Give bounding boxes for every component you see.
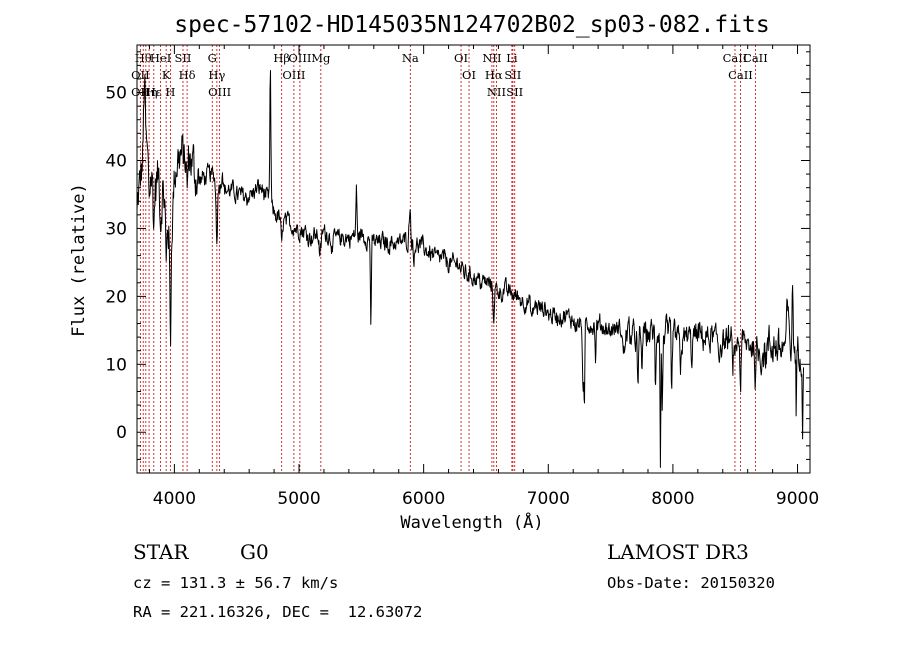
line-marker-label: CaII [728,68,753,82]
ra-dec-coordinates: RA = 221.16326, DEC = 12.63072 [133,603,423,621]
survey-name: LAMOST DR3 [607,540,749,564]
line-marker-label: OIII [208,85,231,99]
line-marker-label: SII [506,85,523,99]
line-marker-label: Hε [146,85,162,99]
redshift-cz: cz = 131.3 ± 56.7 km/s [133,574,339,592]
line-marker-label: K [162,68,171,82]
y-tick-label: 40 [105,151,127,171]
line-marker-label: Hδ [179,68,196,82]
x-axis-label: Wavelength (Å) [400,511,543,533]
object-subclass: G0 [240,540,269,564]
line-marker-label: SII [504,68,521,82]
object-class: STAR [133,540,189,564]
line-marker-label: NII [487,85,506,99]
line-marker-label: OI [454,51,468,65]
y-tick-label: 50 [105,84,127,104]
y-tick-label: 0 [116,423,127,443]
line-marker-label: H [165,85,175,99]
y-tick-label: 20 [105,287,127,307]
line-marker-label: Li [506,51,518,65]
plot-frame [136,44,811,474]
x-tick-label: 9000 [776,489,819,509]
x-tick-label: 8000 [651,489,694,509]
line-marker-label: Hθ [135,51,152,65]
y-tick-label: 10 [105,355,127,375]
line-marker-label: Hβ [273,51,290,65]
line-marker-label: OII [131,68,150,82]
line-marker-label: Hα [485,68,503,82]
line-marker-label: G [208,51,217,65]
x-tick-label: 6000 [402,489,445,509]
line-marker-label: OIII [288,51,311,65]
axis-ticks: 4000 5000 6000 7000 8000 9000 0 10 20 30 40 50 [105,45,819,509]
y-tick-label: 30 [105,219,127,239]
x-tick-label: 7000 [527,489,570,509]
x-tick-label: 4000 [153,489,196,509]
y-axis-label: Flux (relative) [69,183,89,337]
line-marker-label: OI [462,68,476,82]
spectrum-line [136,70,804,468]
line-marker-label: HeI [150,51,171,65]
line-marker-label: Na [402,51,419,65]
line-marker-label: SII [175,51,192,65]
line-marker-label: Mg [311,51,331,65]
line-marker-label: CaII [723,51,748,65]
observation-date: Obs-Date: 20150320 [607,574,775,592]
chart-title: spec-57102-HD145035N124702B02_sp03-082.f… [174,12,769,38]
line-marker-label: CaII [743,51,768,65]
x-tick-label: 5000 [277,489,320,509]
line-marker-label: NII [482,51,501,65]
line-marker-label: OIII [282,68,305,82]
line-marker-label: Hγ [208,68,225,82]
